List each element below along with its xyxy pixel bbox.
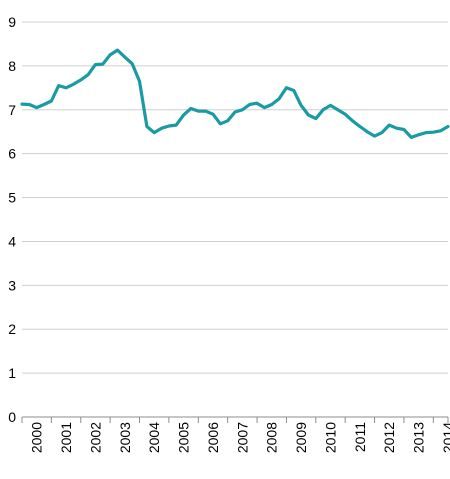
y-tick-label: 1 — [8, 365, 16, 381]
x-tick-label: 2008 — [264, 422, 280, 453]
x-axis — [21, 416, 449, 423]
series-line — [20, 48, 450, 139]
x-tick-label: 2012 — [381, 422, 397, 453]
series-group — [20, 48, 450, 139]
x-tick-label: 2011 — [352, 422, 368, 452]
x-tick-label: 2000 — [29, 422, 45, 453]
x-axis-tick-labels: 2000 2001 2002 2003 2004 2005 2006 2007 2008 2009… — [29, 422, 450, 453]
y-tick-label: 8 — [8, 58, 16, 74]
y-tick-label: 7 — [8, 102, 16, 118]
x-tick-label: 2013 — [411, 422, 427, 453]
y-axis-tick-labels: 0 1 2 3 4 5 6 7 8 9 — [8, 14, 16, 425]
y-tick-label: 2 — [8, 321, 16, 337]
y-tick-label: 9 — [8, 14, 16, 30]
x-tick-label: 2005 — [176, 422, 192, 453]
y-tick-label: 5 — [8, 190, 16, 206]
grid-lines — [22, 21, 448, 374]
x-tick-label: 2003 — [117, 422, 133, 453]
x-tick-label: 2002 — [87, 422, 103, 453]
x-tick-label: 2006 — [205, 422, 221, 453]
y-tick-label: 0 — [8, 409, 16, 425]
x-tick-label: 2004 — [146, 422, 162, 453]
x-tick-label: 2014 — [440, 422, 450, 453]
y-tick-label: 4 — [8, 233, 16, 249]
y-tick-label: 6 — [8, 146, 16, 162]
x-tick-label: 2009 — [293, 422, 309, 453]
x-tick-label: 2007 — [234, 422, 250, 453]
x-tick-label: 2010 — [322, 422, 338, 453]
y-tick-label: 3 — [8, 277, 16, 293]
x-tick-label: 2001 — [58, 422, 74, 453]
